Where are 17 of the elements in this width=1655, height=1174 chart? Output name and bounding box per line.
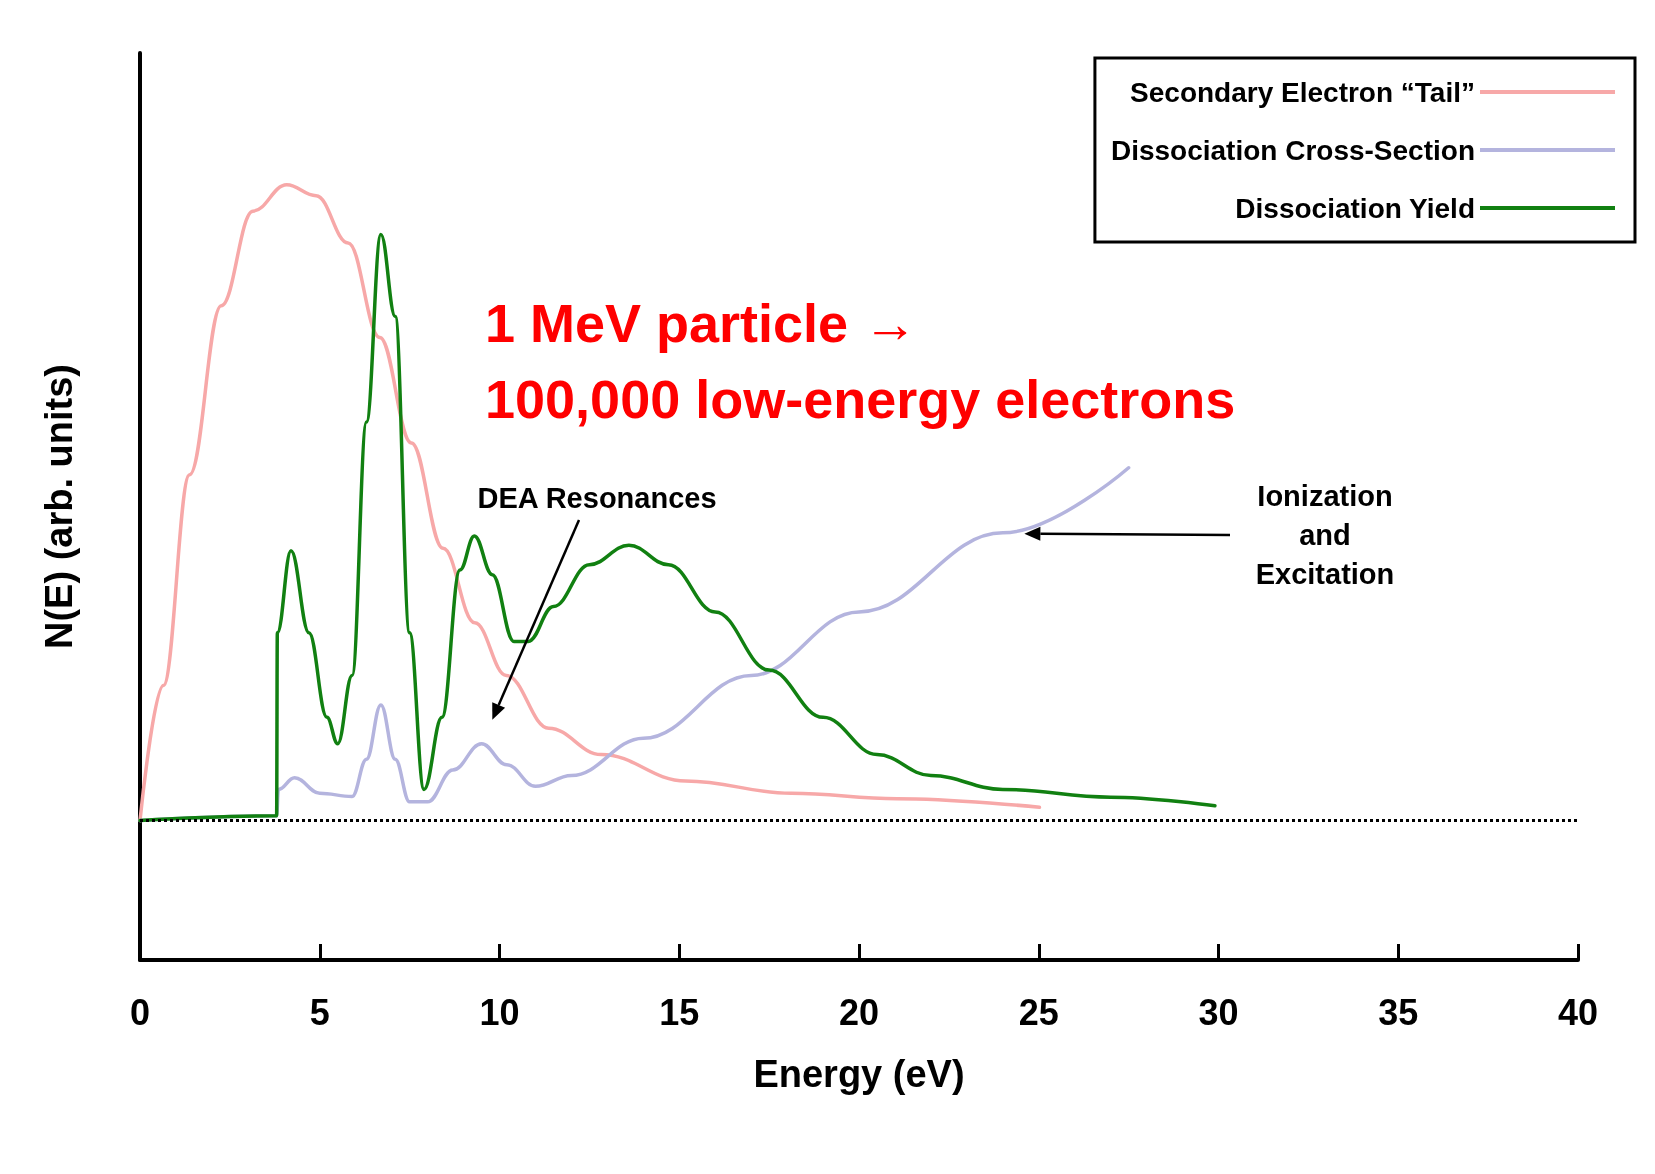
x-tick-label: 10	[479, 991, 520, 1033]
x-tick-label: 20	[838, 991, 880, 1033]
x-tick-label: 25	[1018, 991, 1059, 1033]
x-tick-label: 15	[659, 991, 700, 1033]
x-tick-label: 40	[1557, 991, 1599, 1033]
x-tick-label: 5	[309, 991, 330, 1033]
legend-label: Dissociation Cross-Section	[1110, 134, 1475, 166]
x-axis-title: Energy (eV)	[753, 1053, 965, 1095]
annotation: Ionization and Excitation	[1255, 480, 1395, 590]
annotation: DEA Resonances	[477, 482, 717, 514]
x-tick-label: 35	[1378, 991, 1419, 1033]
x-tick-label: 0	[129, 991, 151, 1033]
x-tick-label: 30	[1198, 991, 1239, 1033]
legend-label: Dissociation Yield	[1235, 192, 1475, 224]
y-axis-title: N(E) (arb. units)	[38, 364, 80, 649]
annotation: 1 MeV particle → 100,000 low-energy electrons	[485, 293, 1236, 429]
legend-label: Secondary Electron “Tail”	[1130, 76, 1475, 108]
